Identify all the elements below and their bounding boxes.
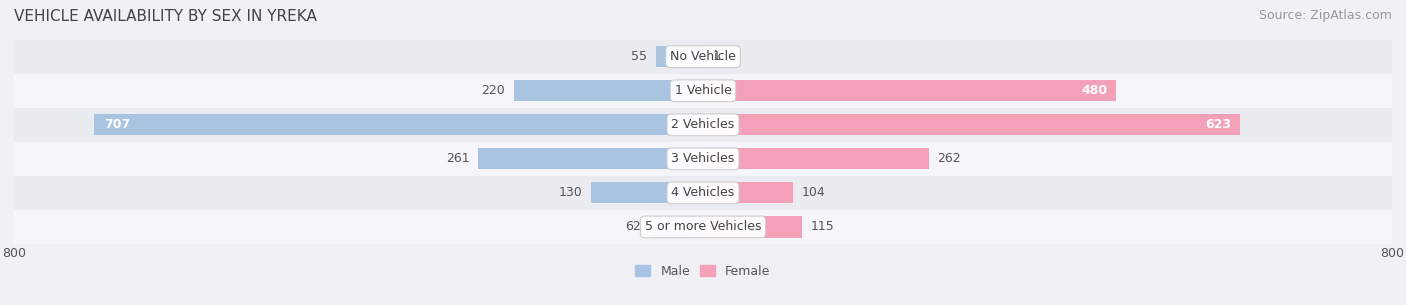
Text: 130: 130 [558, 186, 582, 199]
Text: 623: 623 [1205, 118, 1230, 131]
Text: 262: 262 [938, 152, 960, 165]
Bar [655, 46, 703, 67]
Bar [703, 217, 801, 238]
Text: VEHICLE AVAILABILITY BY SEX IN YREKA: VEHICLE AVAILABILITY BY SEX IN YREKA [14, 9, 316, 24]
Text: Source: ZipAtlas.com: Source: ZipAtlas.com [1258, 9, 1392, 22]
Legend: Male, Female: Male, Female [630, 260, 776, 283]
Bar [703, 148, 928, 169]
Bar [94, 114, 703, 135]
Text: 261: 261 [446, 152, 470, 165]
Text: 4 Vehicles: 4 Vehicles [672, 186, 734, 199]
Text: No Vehicle: No Vehicle [671, 50, 735, 63]
Text: 2 Vehicles: 2 Vehicles [672, 118, 734, 131]
Bar [650, 217, 703, 238]
Text: 707: 707 [104, 118, 131, 131]
Text: 1 Vehicle: 1 Vehicle [675, 84, 731, 97]
Bar [703, 114, 1240, 135]
Bar [14, 74, 1392, 108]
Text: 55: 55 [631, 50, 647, 63]
Bar [14, 142, 1392, 176]
Text: 115: 115 [811, 221, 834, 233]
Bar [513, 80, 703, 101]
Text: 220: 220 [481, 84, 505, 97]
Bar [703, 80, 1116, 101]
Bar [14, 40, 1392, 74]
Bar [14, 108, 1392, 142]
Bar [14, 210, 1392, 244]
Bar [478, 148, 703, 169]
Bar [703, 182, 793, 203]
Text: 1: 1 [713, 50, 720, 63]
Text: 480: 480 [1081, 84, 1108, 97]
Bar [591, 182, 703, 203]
Text: 104: 104 [801, 186, 825, 199]
Text: 62: 62 [626, 221, 641, 233]
Text: 5 or more Vehicles: 5 or more Vehicles [645, 221, 761, 233]
Text: 3 Vehicles: 3 Vehicles [672, 152, 734, 165]
Bar [14, 176, 1392, 210]
